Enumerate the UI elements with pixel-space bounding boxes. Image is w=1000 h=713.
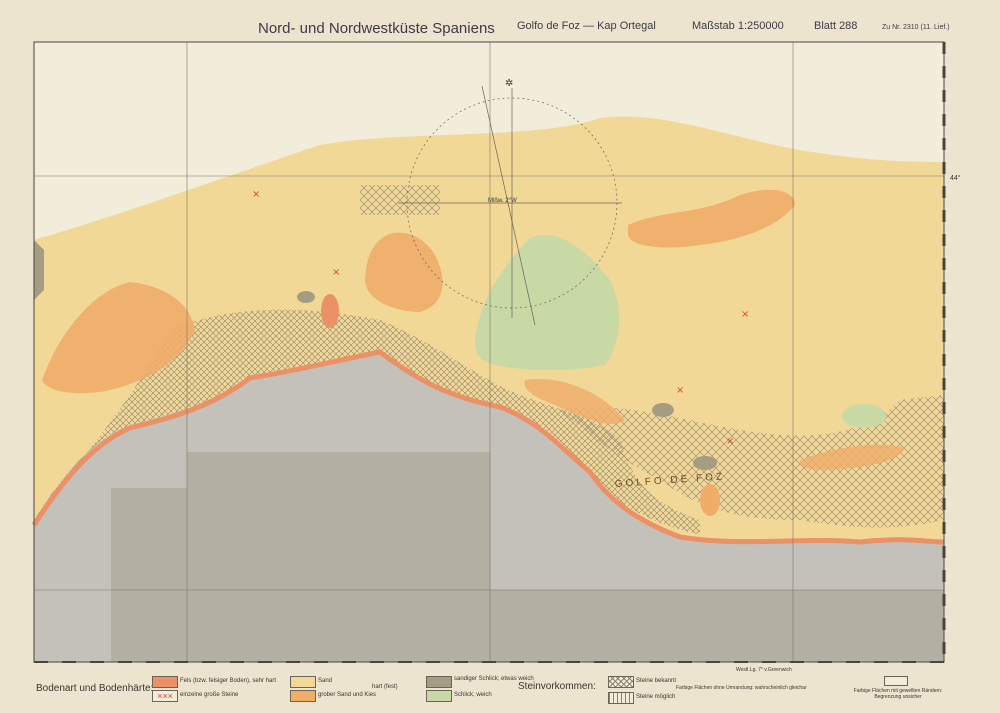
map-region: Golfo de Foz — Kap Ortegal [517,20,656,32]
legend-rock-swatch [152,676,178,688]
legend-title: Bodenart und Bodenhärte: [36,683,154,694]
compass-declination: Mißw. 2°W [488,198,517,204]
chart-grid [34,42,944,662]
legend-mud-swatch [426,690,452,702]
stones-zone-gulf [560,395,944,528]
stone-marker: × [726,436,734,447]
inset-panel-right [490,590,944,662]
sandy-mud-patch-1 [297,291,315,303]
coarse-sand-east [628,189,795,248]
legend-mud-label: Schlick; weich [454,692,492,698]
sandy-mud-patch-2 [652,403,674,417]
coarse-sand-west [42,282,195,394]
delivery-reference: Zu Nr. 2310 (11. Lief.) [882,24,950,31]
legend-stones-known-label: Steine bekannt [636,678,677,684]
legend-stones-possible-label: Steine möglich [636,694,676,700]
legend-stones-swatch: ××× [152,690,178,702]
legend-note-flat: Farbige Flächen ohne Umrandung: wahrsche… [676,685,807,691]
meridian-label: Westl.Lg. 7° v.Greenwich [736,667,792,673]
mud-zone [474,234,620,371]
latitude-label: 44° [950,174,961,182]
coarse-sand-patch-small [700,484,720,516]
map-scale: Maßstab 1:250000 [692,20,784,32]
map-title: Nord- und Nordwestküste Spaniens [258,20,495,37]
legend-sand-swatch [290,676,316,688]
legend-border-swatch [884,676,908,686]
mud-patch-east [842,404,886,428]
inset-panel-center [187,452,490,662]
sheet-number: Blatt 288 [814,20,858,32]
coarse-sand-coast [524,379,625,425]
legend-coarse-sand-swatch [290,690,316,702]
stone-marker: × [332,267,340,278]
legend-stones-known-swatch [608,676,634,688]
legend-sandy-mud-swatch [426,676,452,688]
single-stone-markers: × × × × × [252,189,749,447]
compass-north-star: ✲ [505,78,513,89]
legend-stones-title: Steinvorkommen: [518,681,596,692]
stones-zone-west [34,309,700,535]
legend-hardness-label: hart (fest) [372,684,398,690]
rock-patch-small [321,294,339,328]
legend-note-border: Farbige Flächen mit gewellten Rändern: B… [853,688,943,700]
stone-marker: × [676,385,684,396]
legend-sand-label: Sand [318,678,333,684]
stones-patch-north [360,185,440,215]
rock-coastline [31,349,945,545]
legend-single-stones-label: einzelne große Steine [180,692,239,698]
legend-sandy-mud-label: sandiger Schlick; etwas weich [454,676,534,682]
inset-panel-left [111,488,187,662]
coarse-sand-center [365,232,443,312]
stone-marker: × [252,189,260,200]
sandy-mud-edge [34,240,44,300]
legend-stones-possible-swatch [608,692,634,704]
compass-rose [398,85,622,326]
legend-rock-label: Fels (bzw. felsiger Boden), sehr hart [180,678,277,684]
legend-coarse-sand-label: grober Sand und Kies [318,692,377,698]
sandy-mud-patch-3 [693,456,717,470]
stone-marker: × [741,309,749,320]
map-header: Nord- und Nordwestküste Spaniens Golfo d… [0,0,1000,42]
coarse-sand-gulf [799,444,905,470]
